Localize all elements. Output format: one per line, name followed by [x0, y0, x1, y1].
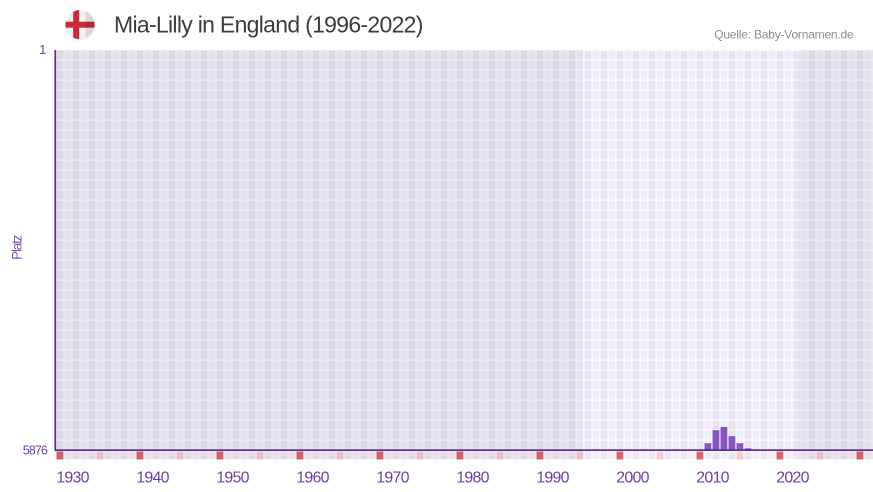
- svg-text:5876: 5876: [23, 443, 48, 457]
- svg-text:1990: 1990: [536, 470, 569, 487]
- svg-text:1940: 1940: [136, 470, 169, 487]
- svg-text:1980: 1980: [456, 470, 489, 487]
- svg-text:2000: 2000: [616, 470, 649, 487]
- svg-text:1950: 1950: [216, 470, 249, 487]
- svg-text:Platz: Platz: [10, 234, 25, 259]
- svg-text:1960: 1960: [296, 470, 329, 487]
- svg-text:1930: 1930: [56, 470, 89, 487]
- svg-text:2020: 2020: [776, 470, 809, 487]
- svg-text:1970: 1970: [376, 470, 409, 487]
- svg-text:Mia-Lilly in England (1996-202: Mia-Lilly in England (1996-2022): [114, 12, 423, 38]
- svg-text:2010: 2010: [696, 470, 729, 487]
- svg-text:1: 1: [39, 42, 46, 57]
- svg-text:Quelle: Baby-Vornamen.de: Quelle: Baby-Vornamen.de: [714, 28, 854, 42]
